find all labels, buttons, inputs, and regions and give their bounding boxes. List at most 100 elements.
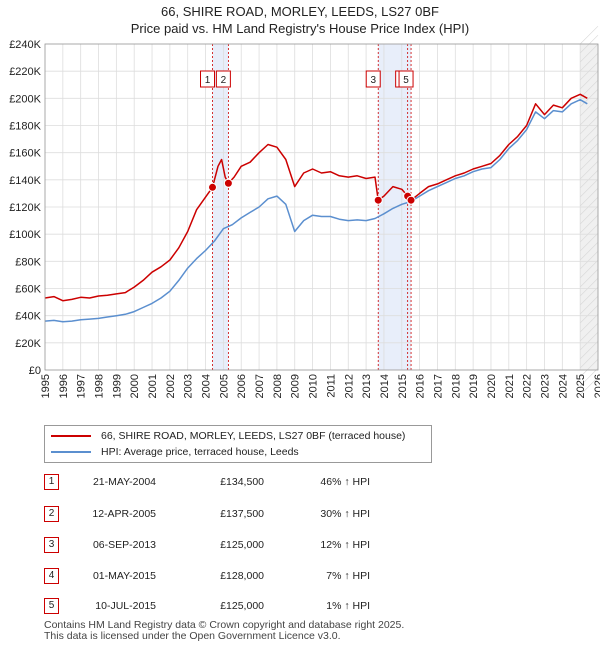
x-tick-label: 2022 bbox=[522, 374, 534, 398]
forecast-hatch bbox=[579, 43, 599, 63]
sale-date: 06-SEP-2013 bbox=[92, 539, 156, 551]
forecast-hatch bbox=[579, 160, 599, 180]
x-tick-label: 2000 bbox=[129, 374, 141, 398]
sale-number-badge: 2 bbox=[44, 506, 59, 522]
forecast-hatch bbox=[579, 133, 599, 153]
x-tick-label: 2012 bbox=[343, 374, 355, 398]
forecast-hatch bbox=[579, 142, 599, 162]
footer: Contains HM Land Registry data © Crown c… bbox=[44, 620, 404, 642]
x-tick-label: 1999 bbox=[111, 374, 123, 398]
y-tick-label: £160K bbox=[9, 148, 41, 160]
y-tick-label: £0 bbox=[29, 365, 41, 377]
x-tick-label: 2025 bbox=[575, 374, 587, 398]
sale-date: 12-APR-2005 bbox=[92, 508, 156, 520]
sale-point bbox=[208, 182, 218, 192]
legend-item-property: 66, SHIRE ROAD, MORLEY, LEEDS, LS27 0BF … bbox=[45, 429, 405, 443]
series-line bbox=[44, 93, 588, 302]
x-tick-label: 2004 bbox=[201, 374, 213, 398]
forecast-hatch bbox=[579, 214, 599, 234]
x-tick-label: 2016 bbox=[415, 374, 427, 398]
sale-hpi-diff: 12% ↑ HPI bbox=[320, 539, 370, 551]
forecast-hatch bbox=[579, 205, 599, 225]
footer-copyright: Contains HM Land Registry data © Crown c… bbox=[44, 619, 405, 631]
forecast-hatch bbox=[579, 97, 599, 117]
sale-row: 5 10-JUL-2015 £125,000 1% ↑ HPI bbox=[0, 598, 600, 616]
y-tick-label: £20K bbox=[15, 338, 41, 350]
x-tick-label: 2014 bbox=[379, 374, 391, 398]
sale-number-label: 2 bbox=[221, 75, 227, 86]
y-tick-label: £120K bbox=[9, 202, 41, 214]
legend-label-hpi: HPI: Average price, terraced house, Leed… bbox=[101, 446, 299, 458]
forecast-hatch bbox=[579, 295, 599, 315]
x-tick-label: 2021 bbox=[504, 374, 516, 398]
series-line bbox=[44, 98, 588, 323]
x-tick-label: 2024 bbox=[557, 374, 569, 398]
x-tick-label: 2013 bbox=[361, 374, 373, 398]
x-tick-label: 2011 bbox=[325, 374, 337, 398]
x-tick-label: 2015 bbox=[397, 374, 409, 398]
legend: 66, SHIRE ROAD, MORLEY, LEEDS, LS27 0BF … bbox=[44, 425, 432, 463]
forecast-hatch bbox=[579, 124, 599, 144]
forecast-hatch bbox=[579, 52, 599, 72]
forecast-hatch bbox=[579, 313, 599, 333]
forecast-hatch bbox=[579, 223, 599, 243]
forecast-hatch bbox=[579, 331, 599, 351]
sale-hpi-diff: 30% ↑ HPI bbox=[320, 508, 370, 520]
y-tick-label: £80K bbox=[15, 256, 41, 268]
x-tick-label: 2006 bbox=[236, 374, 248, 398]
x-tick-label: 1998 bbox=[94, 374, 106, 398]
x-tick-label: 2001 bbox=[147, 374, 159, 398]
y-tick-label: £200K bbox=[9, 93, 41, 105]
x-tick-label: 2020 bbox=[486, 374, 498, 398]
forecast-hatch bbox=[579, 106, 599, 126]
sale-price: £128,000 bbox=[220, 570, 264, 582]
x-tick-label: 2009 bbox=[290, 374, 302, 398]
y-tick-label: £180K bbox=[9, 121, 41, 133]
forecast-hatch bbox=[579, 349, 599, 369]
sale-point bbox=[406, 195, 416, 205]
sale-number-badge: 4 bbox=[44, 568, 59, 584]
forecast-hatch bbox=[579, 70, 599, 90]
sale-row: 3 06-SEP-2013 £125,000 12% ↑ HPI bbox=[0, 537, 600, 555]
sale-date: 21-MAY-2004 bbox=[92, 476, 156, 488]
sale-hpi-diff: 46% ↑ HPI bbox=[320, 476, 370, 488]
sale-number-badge: 3 bbox=[44, 537, 59, 553]
legend-swatch-property bbox=[51, 435, 91, 437]
x-tick-label: 2005 bbox=[218, 374, 230, 398]
x-tick-label: 2002 bbox=[165, 374, 177, 398]
y-tick-label: £100K bbox=[9, 229, 41, 241]
x-tick-label: 2010 bbox=[308, 374, 320, 398]
sale-price: £134,500 bbox=[220, 476, 264, 488]
sale-number-badge: 1 bbox=[44, 474, 59, 490]
forecast-hatch bbox=[579, 367, 599, 387]
y-tick-label: £220K bbox=[9, 66, 41, 78]
forecast-hatch bbox=[579, 241, 599, 261]
y-tick-label: £60K bbox=[15, 284, 41, 296]
forecast-hatch bbox=[579, 178, 599, 198]
sale-row: 1 21-MAY-2004 £134,500 46% ↑ HPI bbox=[0, 474, 600, 492]
sale-number-label: 3 bbox=[370, 75, 376, 86]
sale-number-box bbox=[215, 70, 231, 88]
footer-licence: This data is licensed under the Open Gov… bbox=[44, 630, 341, 642]
forecast-hatch bbox=[579, 376, 599, 396]
sale-price: £125,000 bbox=[220, 600, 264, 612]
forecast-hatch bbox=[579, 304, 599, 324]
sale-number-label: 1 bbox=[205, 75, 211, 86]
sale-row: 2 12-APR-2005 £137,500 30% ↑ HPI bbox=[0, 506, 600, 524]
sale-number-box bbox=[365, 70, 381, 88]
forecast-hatch bbox=[579, 196, 599, 216]
sale-date: 10-JUL-2015 bbox=[95, 600, 156, 612]
forecast-hatch bbox=[579, 268, 599, 288]
forecast-hatch bbox=[579, 169, 599, 189]
x-tick-label: 2008 bbox=[272, 374, 284, 398]
sale-point bbox=[223, 178, 233, 188]
x-tick-label: 2007 bbox=[254, 374, 266, 398]
x-tick-label: 1995 bbox=[40, 374, 52, 398]
legend-swatch-hpi bbox=[51, 451, 91, 453]
legend-label-property: 66, SHIRE ROAD, MORLEY, LEEDS, LS27 0BF … bbox=[101, 430, 406, 442]
sale-point bbox=[373, 195, 383, 205]
forecast-hatch bbox=[579, 322, 599, 342]
forecast-hatch bbox=[579, 340, 599, 360]
forecast-hatch bbox=[579, 259, 599, 279]
chart-subtitle: Price paid vs. HM Land Registry's House … bbox=[130, 21, 470, 36]
